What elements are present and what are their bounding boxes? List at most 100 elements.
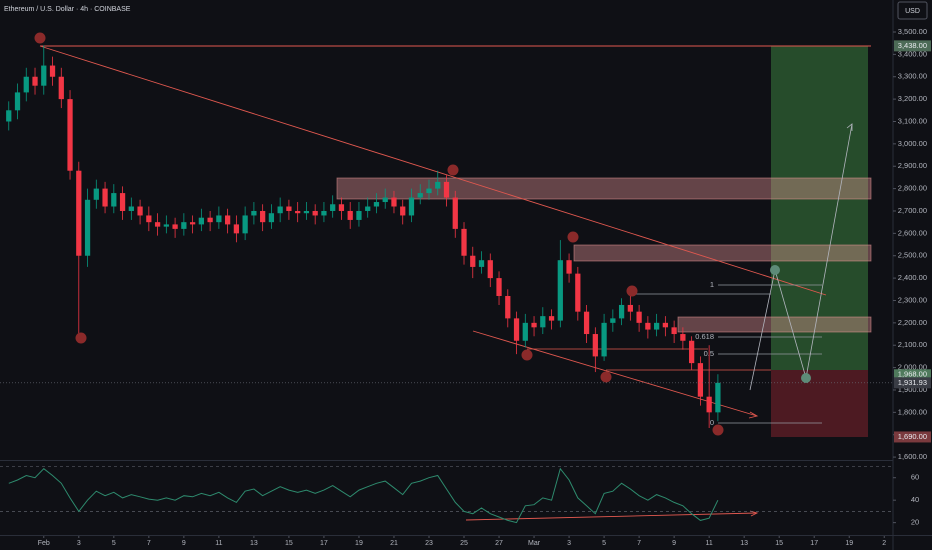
candle-body — [680, 334, 686, 341]
y-tick-label: 3,200.00 — [898, 94, 927, 103]
candle-body — [496, 278, 502, 297]
drawings: 1 0.618 0.5 0 — [39, 45, 872, 521]
x-tick-label: 9 — [672, 540, 676, 547]
candle-body — [505, 296, 511, 319]
currency-button[interactable] — [897, 1, 928, 20]
candle-body — [6, 110, 12, 122]
price-label-box — [894, 369, 931, 381]
candle-body — [531, 322, 537, 328]
y-tick-label: 2,900.00 — [898, 161, 927, 170]
candle-body — [610, 318, 616, 323]
x-tick-label: 5 — [112, 540, 116, 547]
candle-body — [618, 304, 625, 319]
fib-label: 0.618 — [695, 332, 714, 341]
y-tick-label: 3,500.00 — [898, 27, 927, 36]
candle-body — [49, 65, 56, 77]
candle-body — [338, 204, 345, 211]
y-tick-label: 2,600.00 — [898, 228, 927, 237]
rsi-line — [8, 467, 719, 524]
x-tick-label: 19 — [355, 540, 363, 547]
price-label: 1,690.00 — [898, 432, 927, 441]
candle-body — [189, 222, 196, 225]
projection-marker — [801, 373, 811, 383]
candle-body — [487, 260, 493, 279]
y-tick-label: 2,700.00 — [898, 206, 927, 215]
y-tick-label: 3,100.00 — [898, 116, 927, 125]
candle-body — [697, 363, 704, 397]
candle-body — [76, 170, 82, 256]
candle-body — [426, 188, 432, 194]
candle-body — [216, 215, 222, 223]
trend-line — [39, 45, 827, 296]
candle-body — [128, 206, 134, 211]
x-tick-label: 21 — [390, 540, 398, 547]
candle-body — [470, 255, 476, 267]
candle-body — [84, 199, 91, 256]
candle-body — [233, 224, 240, 234]
pivot-marker — [521, 349, 533, 361]
candle-body — [689, 340, 695, 364]
candle-body — [671, 327, 677, 335]
candle-body — [119, 193, 126, 211]
candle-body — [513, 318, 520, 341]
price-label-box — [894, 431, 931, 443]
x-tick-label: 2 — [882, 540, 886, 547]
candle-body — [295, 210, 301, 214]
x-tick-label: 3 — [567, 540, 571, 547]
candle-body — [461, 228, 467, 256]
x-tick-label: Feb — [38, 540, 50, 547]
pivot-marker — [712, 424, 724, 436]
candle-body — [391, 197, 397, 207]
candle-body — [443, 181, 450, 198]
y-tick-label: 3,400.00 — [898, 49, 927, 58]
candle-body — [102, 188, 108, 207]
stop-zone — [771, 370, 868, 437]
projection-path — [749, 123, 853, 391]
y-tick-label: 3,300.00 — [898, 72, 927, 81]
candle-body — [268, 213, 275, 223]
x-tick-label: 3 — [77, 540, 81, 547]
candle-body — [435, 181, 441, 189]
y-tick-label: 2,100.00 — [898, 340, 927, 349]
candle-body — [522, 322, 528, 341]
candle-body — [566, 260, 572, 274]
rsi-trend-line — [465, 512, 758, 521]
y-tick-label: 2,800.00 — [898, 184, 927, 193]
fib-label: 1 — [710, 280, 714, 289]
candle-body — [627, 304, 633, 312]
candle-body — [260, 210, 266, 223]
x-tick-label: 17 — [810, 540, 818, 547]
candle-body — [181, 222, 187, 229]
arrow-head — [846, 123, 853, 131]
price-label-box — [894, 40, 931, 52]
resistance-zone — [336, 177, 872, 200]
candle-body — [303, 210, 310, 214]
x-tick-label: 23 — [425, 540, 433, 547]
candle-body — [373, 202, 380, 207]
candle-body — [645, 322, 651, 330]
y-tick-label: 3,000.00 — [898, 139, 927, 148]
y-tick-label: 2,000.00 — [898, 363, 927, 372]
candles — [6, 45, 721, 429]
candle-body — [67, 99, 73, 171]
x-tick-label: 17 — [320, 540, 328, 547]
candle-body — [14, 92, 21, 111]
y-tick-label: 1,900.00 — [898, 385, 927, 394]
candle-body — [583, 311, 590, 335]
target-zone — [771, 46, 868, 370]
x-tick-label: 13 — [740, 540, 748, 547]
candle-body — [251, 210, 257, 216]
candle-body — [242, 215, 248, 234]
fib-label: 0 — [710, 418, 714, 427]
resistance-zone — [573, 244, 872, 262]
x-tick-label: 27 — [495, 540, 503, 547]
candle-body — [592, 334, 598, 357]
markers — [34, 32, 811, 436]
candle-body — [330, 204, 336, 211]
candle-body — [137, 206, 143, 216]
candle-body — [417, 193, 423, 198]
candle-body — [557, 260, 563, 321]
x-tick-label: 13 — [250, 540, 258, 547]
candle-body — [286, 206, 292, 211]
